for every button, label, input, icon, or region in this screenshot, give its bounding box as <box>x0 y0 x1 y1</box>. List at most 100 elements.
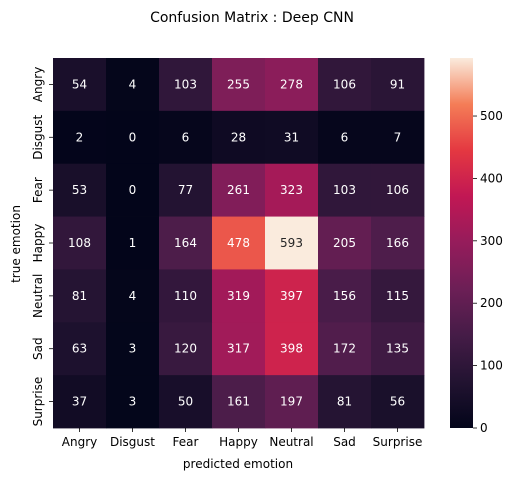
cell-value-label: 156 <box>333 289 356 303</box>
heatmap-cell <box>265 58 319 112</box>
cell-value-label: 103 <box>333 183 356 197</box>
cell-value-label: 4 <box>129 289 137 303</box>
heatmap-cell <box>318 163 372 217</box>
heatmap-cell <box>371 216 425 270</box>
cell-value-label: 278 <box>280 77 303 91</box>
cell-value-label: 172 <box>333 342 356 356</box>
cell-value-label: 3 <box>129 342 137 356</box>
cell-value-label: 255 <box>227 77 250 91</box>
y-tick-label: Sad <box>31 337 45 360</box>
heatmap-cell <box>371 322 425 376</box>
heatmap-cell <box>212 163 266 217</box>
cell-value-label: 54 <box>72 77 87 91</box>
x-tick-label: Surprise <box>373 435 423 449</box>
cell-value-label: 0 <box>129 183 137 197</box>
colorbar-tick-label: 200 <box>480 296 503 310</box>
cell-value-label: 197 <box>280 395 303 409</box>
cell-value-label: 593 <box>280 236 303 250</box>
chart-title: Confusion Matrix : Deep CNN <box>150 10 354 26</box>
cell-value-label: 31 <box>284 130 299 144</box>
cell-value-label: 106 <box>386 183 409 197</box>
heatmap-cell <box>53 216 107 270</box>
heatmap-cell <box>212 110 266 165</box>
heatmap-cell <box>159 216 213 270</box>
heatmap-cell <box>159 322 213 376</box>
y-tick-label: Surprise <box>31 377 45 427</box>
cell-value-label: 6 <box>341 130 349 144</box>
cell-value-label: 135 <box>386 342 409 356</box>
cell-value-label: 161 <box>227 395 250 409</box>
heatmap-cell <box>53 375 107 429</box>
heatmap-cell <box>371 110 425 165</box>
heatmap-cell <box>265 216 319 270</box>
cell-value-label: 56 <box>390 395 405 409</box>
heatmap-cell <box>106 163 160 217</box>
heatmap-cell <box>53 163 107 217</box>
y-tick-label: Fear <box>31 177 45 203</box>
cell-value-label: 108 <box>68 236 91 250</box>
heatmap-cell <box>318 216 372 270</box>
cell-value-label: 398 <box>280 342 303 356</box>
colorbar <box>450 58 473 428</box>
heatmap-cells: 54 4 103 255 278 106 912 0 6 28 31 6 753 0 77 261 323 103… <box>53 58 425 429</box>
cell-value-label: 106 <box>333 77 356 91</box>
cell-value-label: 1 <box>129 236 137 250</box>
heatmap-cell <box>212 269 266 323</box>
y-tick-label: Angry <box>31 67 45 102</box>
heatmap-cell <box>159 269 213 323</box>
cell-value-label: 63 <box>72 342 87 356</box>
colorbar-tick-label: 0 <box>480 421 488 435</box>
x-tick-label: Disgust <box>110 435 155 449</box>
heatmap-cell <box>106 322 160 376</box>
cell-value-label: 164 <box>174 236 197 250</box>
cell-value-label: 120 <box>174 342 197 356</box>
x-tick-label: Sad <box>333 435 356 449</box>
heatmap-cell <box>212 375 266 429</box>
cell-value-label: 103 <box>174 77 197 91</box>
colorbar-tick-label: 400 <box>480 171 503 185</box>
x-axis-label: predicted emotion <box>183 457 293 471</box>
cell-value-label: 2 <box>76 130 84 144</box>
colorbar-tick-label: 500 <box>480 109 503 123</box>
x-tick-label: Fear <box>173 435 199 449</box>
cell-value-label: 323 <box>280 183 303 197</box>
x-axis-ticks: Angry Disgust Fear Happy Neutral Sad Surprise <box>62 428 423 449</box>
heatmap-cell <box>265 110 319 165</box>
heatmap-cell <box>212 322 266 376</box>
cell-value-label: 478 <box>227 236 250 250</box>
cell-value-label: 6 <box>182 130 190 144</box>
heatmap-cell <box>318 375 372 429</box>
colorbar-tick-label: 100 <box>480 359 503 373</box>
cell-value-label: 28 <box>231 130 246 144</box>
y-tick-label: Disgust <box>31 114 45 159</box>
x-tick-label: Happy <box>219 435 258 449</box>
heatmap-cell <box>159 110 213 165</box>
cell-value-label: 50 <box>178 395 193 409</box>
heatmap-cell <box>53 110 107 165</box>
cell-value-label: 37 <box>72 395 87 409</box>
heatmap-cell <box>265 269 319 323</box>
heatmap-cell <box>159 375 213 429</box>
heatmap-cell <box>371 375 425 429</box>
x-tick-label: Angry <box>62 435 97 449</box>
cell-value-label: 205 <box>333 236 356 250</box>
heatmap-cell <box>265 375 319 429</box>
heatmap-cell <box>371 58 425 112</box>
heatmap-cell <box>106 110 160 165</box>
cell-value-label: 81 <box>72 289 87 303</box>
cell-value-label: 91 <box>390 77 405 91</box>
y-tick-label: Happy <box>31 224 45 263</box>
heatmap-cell <box>212 58 266 112</box>
heatmap-cell <box>53 322 107 376</box>
heatmap-cell <box>159 58 213 112</box>
heatmap-cell <box>265 322 319 376</box>
x-tick-label: Neutral <box>269 435 313 449</box>
heatmap-cell <box>106 216 160 270</box>
cell-value-label: 53 <box>72 183 87 197</box>
cell-value-label: 319 <box>227 289 250 303</box>
heatmap-cell <box>371 163 425 217</box>
heatmap-cell <box>53 269 107 323</box>
heatmap-cell <box>212 216 266 270</box>
heatmap-cell <box>265 163 319 217</box>
